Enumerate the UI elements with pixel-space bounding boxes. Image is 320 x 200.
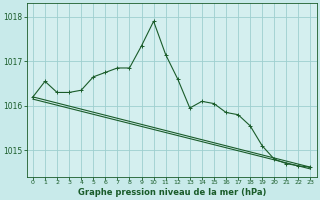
X-axis label: Graphe pression niveau de la mer (hPa): Graphe pression niveau de la mer (hPa): [77, 188, 266, 197]
